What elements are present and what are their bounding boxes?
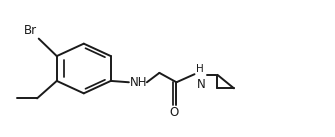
Text: Br: Br [24,24,37,37]
Text: O: O [170,106,179,119]
Text: N: N [197,78,205,91]
Text: NH: NH [130,76,147,89]
Text: H: H [197,64,204,74]
